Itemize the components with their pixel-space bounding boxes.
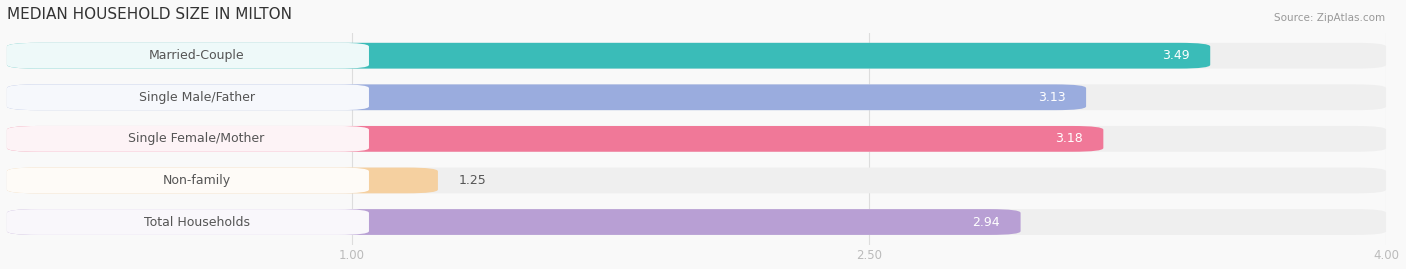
FancyBboxPatch shape — [7, 43, 368, 69]
Text: 1.25: 1.25 — [458, 174, 486, 187]
FancyBboxPatch shape — [7, 168, 368, 193]
Text: MEDIAN HOUSEHOLD SIZE IN MILTON: MEDIAN HOUSEHOLD SIZE IN MILTON — [7, 7, 292, 22]
FancyBboxPatch shape — [7, 126, 368, 152]
FancyBboxPatch shape — [7, 168, 1386, 193]
FancyBboxPatch shape — [7, 209, 368, 235]
FancyBboxPatch shape — [7, 84, 1085, 110]
Text: Married-Couple: Married-Couple — [149, 49, 245, 62]
FancyBboxPatch shape — [7, 43, 1211, 69]
Text: 3.18: 3.18 — [1054, 132, 1083, 145]
FancyBboxPatch shape — [7, 126, 1104, 152]
Text: 3.13: 3.13 — [1038, 91, 1066, 104]
Text: Single Female/Mother: Single Female/Mother — [128, 132, 264, 145]
FancyBboxPatch shape — [7, 84, 368, 110]
FancyBboxPatch shape — [7, 168, 437, 193]
FancyBboxPatch shape — [7, 209, 1021, 235]
Text: 3.49: 3.49 — [1161, 49, 1189, 62]
FancyBboxPatch shape — [7, 209, 1386, 235]
FancyBboxPatch shape — [7, 126, 1386, 152]
Text: Non-family: Non-family — [163, 174, 231, 187]
Text: 2.94: 2.94 — [973, 215, 1000, 229]
FancyBboxPatch shape — [7, 84, 1386, 110]
FancyBboxPatch shape — [7, 43, 1386, 69]
Text: Total Households: Total Households — [143, 215, 250, 229]
Text: Source: ZipAtlas.com: Source: ZipAtlas.com — [1274, 13, 1385, 23]
Text: Single Male/Father: Single Male/Father — [139, 91, 254, 104]
